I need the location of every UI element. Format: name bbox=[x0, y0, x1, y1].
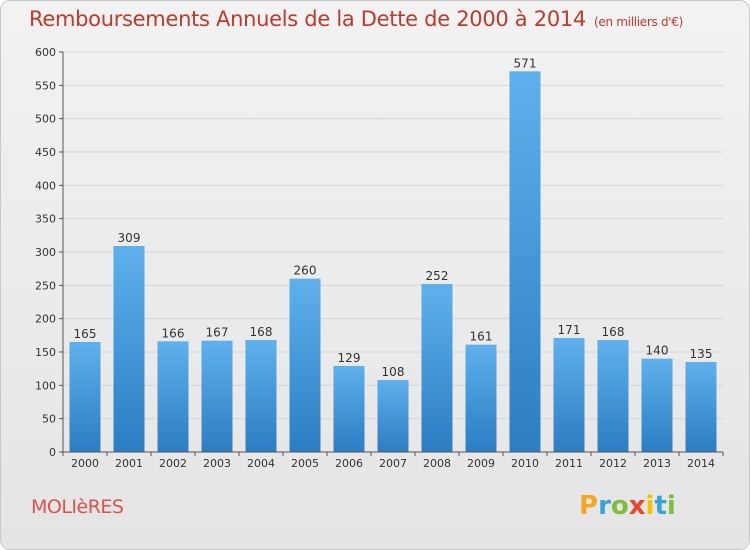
data-label: 129 bbox=[338, 351, 361, 365]
chart-title-text: Remboursements Annuels de la Dette de 20… bbox=[29, 7, 586, 31]
y-tick-label: 50 bbox=[42, 413, 56, 426]
bar bbox=[553, 338, 585, 452]
x-tick-label: 2007 bbox=[379, 457, 407, 470]
data-label: 260 bbox=[294, 264, 317, 278]
x-tick-label: 2012 bbox=[599, 457, 627, 470]
x-axis: 2000 2001 2002 2003 2004 2005 2006 2007 2008 2009… bbox=[62, 451, 724, 470]
bar bbox=[333, 366, 365, 452]
data-label: 571 bbox=[514, 56, 537, 70]
x-tick-label: 2005 bbox=[291, 457, 319, 470]
bar-chart: 0 50 100 150 200 250 300 350 400 450 500 550 600 165… bbox=[35, 46, 724, 470]
y-tick-label: 450 bbox=[35, 146, 56, 159]
x-tick-label: 2011 bbox=[555, 457, 583, 470]
x-tick-label: 2000 bbox=[71, 457, 99, 470]
y-axis: 0 50 100 150 200 250 300 350 400 450 500 550 600 bbox=[35, 46, 64, 459]
data-label: 166 bbox=[162, 326, 185, 340]
bar bbox=[641, 358, 673, 452]
bar bbox=[69, 342, 101, 452]
x-tick-label: 2013 bbox=[643, 457, 671, 470]
y-tick-label: 0 bbox=[49, 446, 56, 459]
bar bbox=[509, 71, 541, 452]
y-tick-label: 350 bbox=[35, 213, 56, 226]
y-tick-label: 250 bbox=[35, 279, 56, 292]
bar bbox=[289, 278, 321, 452]
data-label: 168 bbox=[602, 325, 625, 339]
x-tick-label: 2014 bbox=[687, 457, 715, 470]
bar bbox=[377, 380, 409, 452]
logo-letter: x bbox=[628, 491, 646, 521]
x-tick-label: 2008 bbox=[423, 457, 451, 470]
bar bbox=[597, 340, 629, 452]
x-tick-label: 2002 bbox=[159, 457, 187, 470]
y-tick-label: 100 bbox=[35, 379, 56, 392]
bar bbox=[465, 344, 497, 452]
unit-note: (en milliers d'€) bbox=[594, 15, 684, 29]
x-tick-label: 2010 bbox=[511, 457, 539, 470]
commune-name: MOLIèRES bbox=[31, 496, 124, 518]
bar bbox=[421, 284, 453, 452]
x-tick-label: 2006 bbox=[335, 457, 363, 470]
logo-letter: t bbox=[654, 491, 667, 521]
x-tick-label: 2003 bbox=[203, 457, 231, 470]
logo-letter: r bbox=[598, 491, 611, 521]
bar bbox=[201, 340, 233, 452]
data-label: 167 bbox=[206, 326, 229, 340]
proxiti-logo: Proxiti bbox=[579, 491, 676, 521]
logo-letter: P bbox=[579, 491, 599, 521]
data-label: 309 bbox=[118, 231, 141, 245]
bar bbox=[685, 362, 717, 452]
y-tick-label: 150 bbox=[35, 346, 56, 359]
logo-letter: i bbox=[645, 491, 655, 521]
x-tick-label: 2004 bbox=[247, 457, 275, 470]
y-tick-label: 600 bbox=[35, 46, 56, 59]
bar bbox=[157, 341, 189, 452]
bar bbox=[245, 340, 277, 452]
bar bbox=[113, 246, 145, 452]
y-tick-label: 550 bbox=[35, 79, 56, 92]
logo-letter: i bbox=[666, 491, 676, 521]
x-tick-label: 2001 bbox=[115, 457, 143, 470]
data-label: 165 bbox=[74, 327, 97, 341]
chart-title: Remboursements Annuels de la Dette de 20… bbox=[29, 7, 683, 31]
data-label: 108 bbox=[382, 365, 405, 379]
data-label: 252 bbox=[426, 269, 449, 283]
y-tick-label: 300 bbox=[35, 246, 56, 259]
bars: 165 309 166 167 168 260 129 108 252 161 571 171 168 1… bbox=[69, 56, 717, 452]
x-tick-label: 2009 bbox=[467, 457, 495, 470]
y-tick-label: 400 bbox=[35, 179, 56, 192]
data-label: 161 bbox=[470, 330, 493, 344]
y-tick-label: 200 bbox=[35, 313, 56, 326]
data-label: 171 bbox=[558, 323, 581, 337]
y-tick-label: 500 bbox=[35, 113, 56, 126]
data-label: 140 bbox=[646, 344, 669, 358]
data-label: 168 bbox=[250, 325, 273, 339]
logo-letter: o bbox=[610, 491, 629, 521]
data-label: 135 bbox=[690, 347, 713, 361]
